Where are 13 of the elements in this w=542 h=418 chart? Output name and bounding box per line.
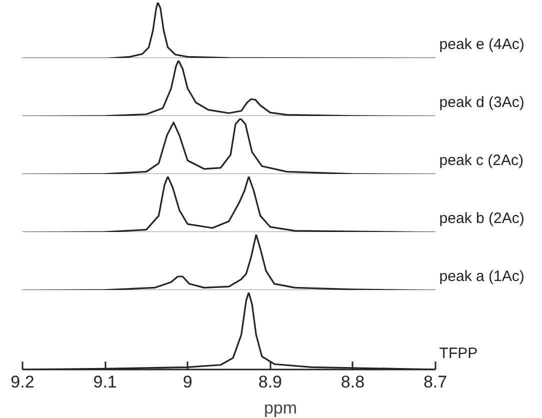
x-tick-label: 9 — [182, 372, 192, 392]
x-axis-title: ppm — [264, 398, 298, 418]
x-tick-label: 9.2 — [10, 372, 34, 392]
series-label: peak c (2Ac) — [439, 152, 524, 169]
series-label: TFPP — [439, 344, 478, 362]
series-label: peak a (1Ac) — [439, 268, 524, 285]
x-tick-label: 8.7 — [423, 372, 448, 392]
series-label: peak b (2Ac) — [439, 210, 524, 227]
x-tick-label: 8.9 — [258, 372, 282, 392]
series-label: peak e (4Ac) — [439, 36, 524, 53]
series-label: peak d (3Ac) — [439, 94, 524, 111]
x-tick-label: 8.8 — [340, 372, 365, 392]
x-tick-label: 9.1 — [93, 372, 117, 392]
